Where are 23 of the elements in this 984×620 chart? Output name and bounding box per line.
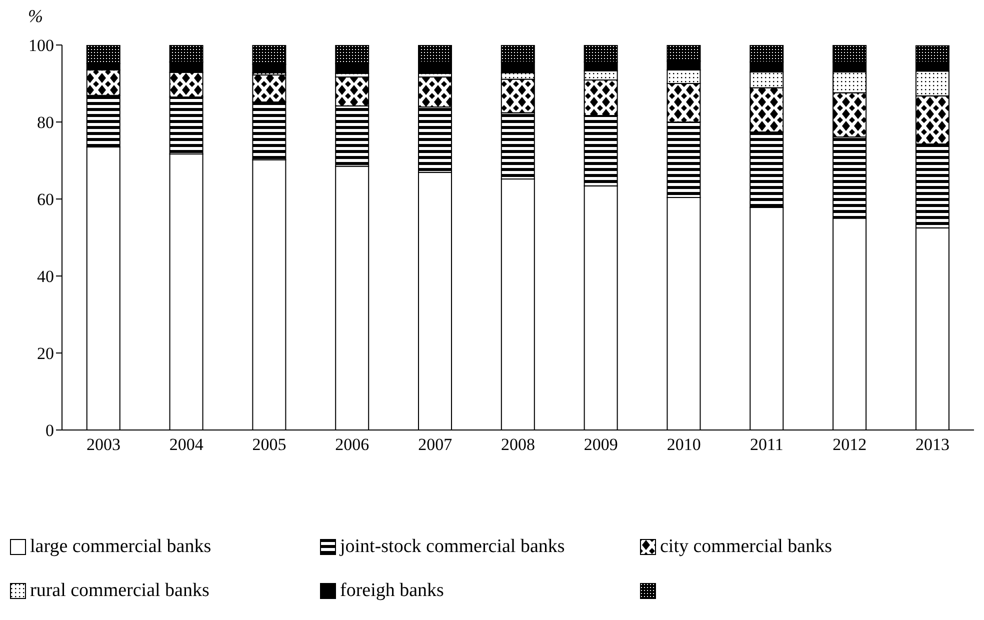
y-tick-label: 0: [46, 421, 54, 440]
x-tick-label: 2009: [584, 435, 618, 454]
y-tick-label: 60: [37, 190, 54, 210]
x-tick-label: 2010: [666, 435, 701, 454]
legend-label: foreigh banks: [340, 580, 444, 602]
x-tick-label: 2013: [916, 435, 950, 454]
y-axis-title: %: [28, 6, 43, 27]
legend-label: city commercial banks: [660, 536, 832, 558]
x-tick-label: 2003: [86, 435, 120, 454]
x-tick-label: 2004: [169, 435, 204, 454]
x-tick-label: 2006: [335, 435, 370, 454]
y-tick-label: 80: [37, 113, 54, 132]
legend-label: joint-stock commercial banks: [340, 536, 565, 558]
x-tick-label: 2011: [750, 435, 784, 454]
x-tick-label: 2005: [252, 435, 286, 454]
legend-label: rural commercial banks: [30, 580, 210, 602]
x-tick-label: 2012: [832, 435, 867, 454]
legend-label: large commercial banks: [30, 536, 212, 558]
x-tick-label: 2008: [501, 435, 535, 454]
y-tick-label: 20: [37, 344, 54, 364]
y-tick-label: 40: [37, 267, 54, 286]
x-tick-label: 2007: [418, 435, 453, 454]
y-tick-label: 100: [28, 36, 54, 56]
